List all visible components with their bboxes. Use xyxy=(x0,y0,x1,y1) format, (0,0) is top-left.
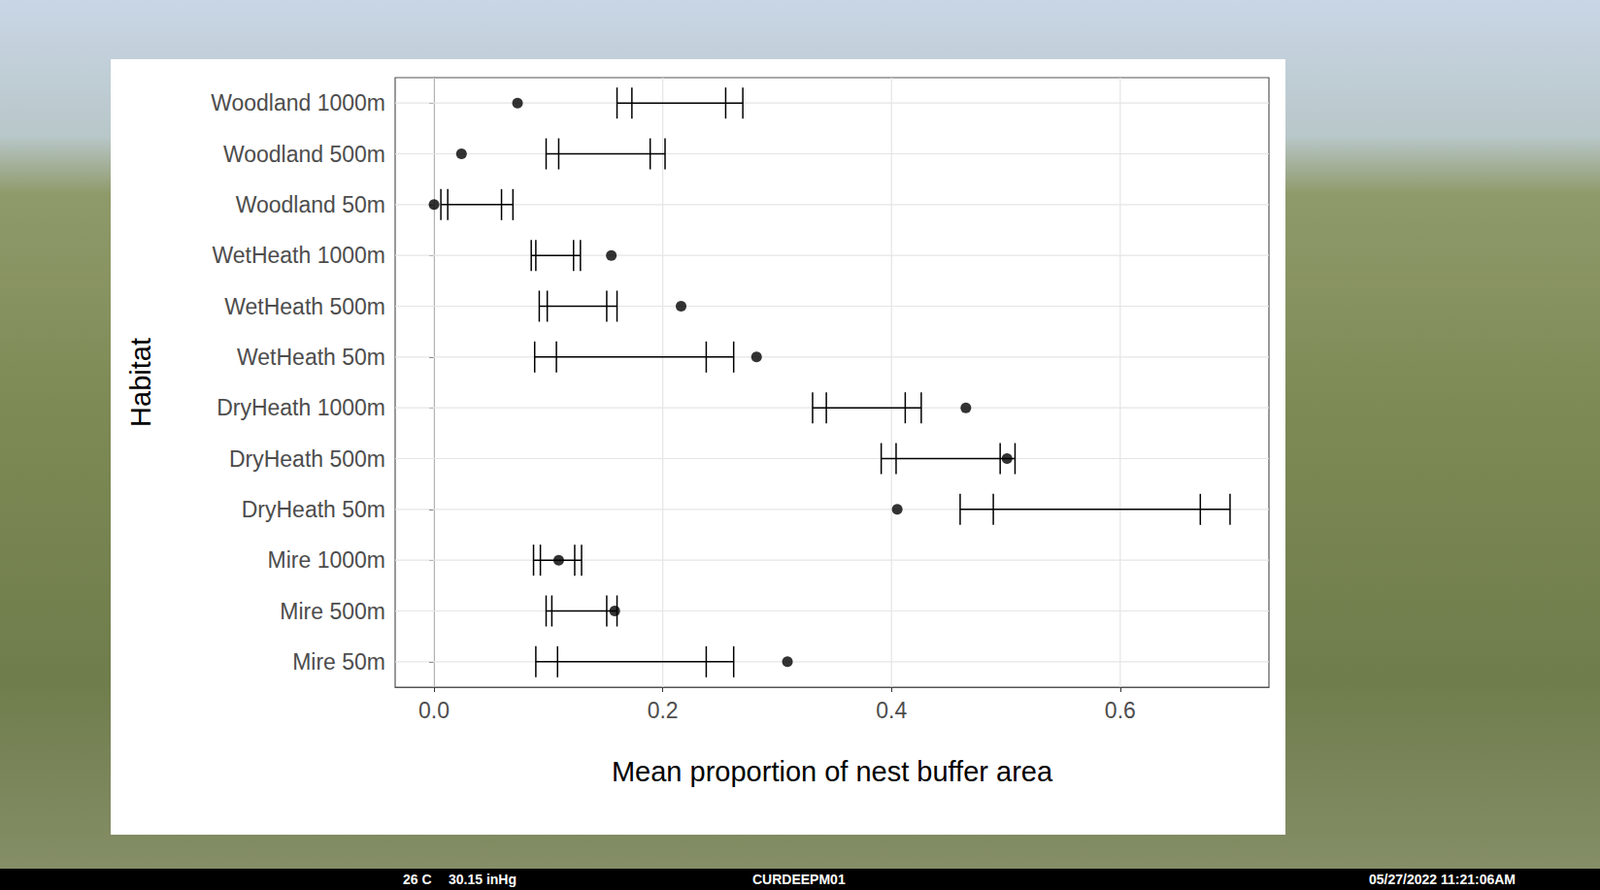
svg-text:Habitat: Habitat xyxy=(125,337,157,428)
svg-text:0.2: 0.2 xyxy=(647,698,679,724)
svg-text:0.4: 0.4 xyxy=(875,698,907,724)
html-text:CURDEEPM01: CURDEEPM01 xyxy=(752,871,846,888)
svg-text:WetHeath 50m: WetHeath 50m xyxy=(236,344,386,370)
svg-text:Mean proportion of nest buffer: Mean proportion of nest buffer area xyxy=(611,756,1054,788)
svg-text:DryHeath 50m: DryHeath 50m xyxy=(241,497,386,523)
svg-text:WetHeath 500m: WetHeath 500m xyxy=(224,294,386,320)
svg-text:Mire 50m: Mire 50m xyxy=(292,649,386,675)
svg-text:Woodland 50m: Woodland 50m xyxy=(235,192,386,218)
svg-text:Mire 500m: Mire 500m xyxy=(279,599,386,625)
html-text:26 C: 26 C xyxy=(402,871,432,888)
html-text:30.15 inHg: 30.15 inHg xyxy=(448,871,517,888)
svg-text:DryHeath 1000m: DryHeath 1000m xyxy=(216,395,386,421)
svg-text:DryHeath 500m: DryHeath 500m xyxy=(229,446,386,472)
svg-text:0.0: 0.0 xyxy=(418,698,450,724)
svg-text:Woodland 500m: Woodland 500m xyxy=(223,141,386,167)
html-text:05/27/2022 11:21:06AM: 05/27/2022 11:21:06AM xyxy=(1368,871,1516,888)
svg-text:Mire 1000m: Mire 1000m xyxy=(267,547,386,573)
svg-text:0.6: 0.6 xyxy=(1104,698,1136,724)
svg-text:Woodland 1000m: Woodland 1000m xyxy=(210,90,386,116)
svg-text:WetHeath 1000m: WetHeath 1000m xyxy=(211,242,386,268)
